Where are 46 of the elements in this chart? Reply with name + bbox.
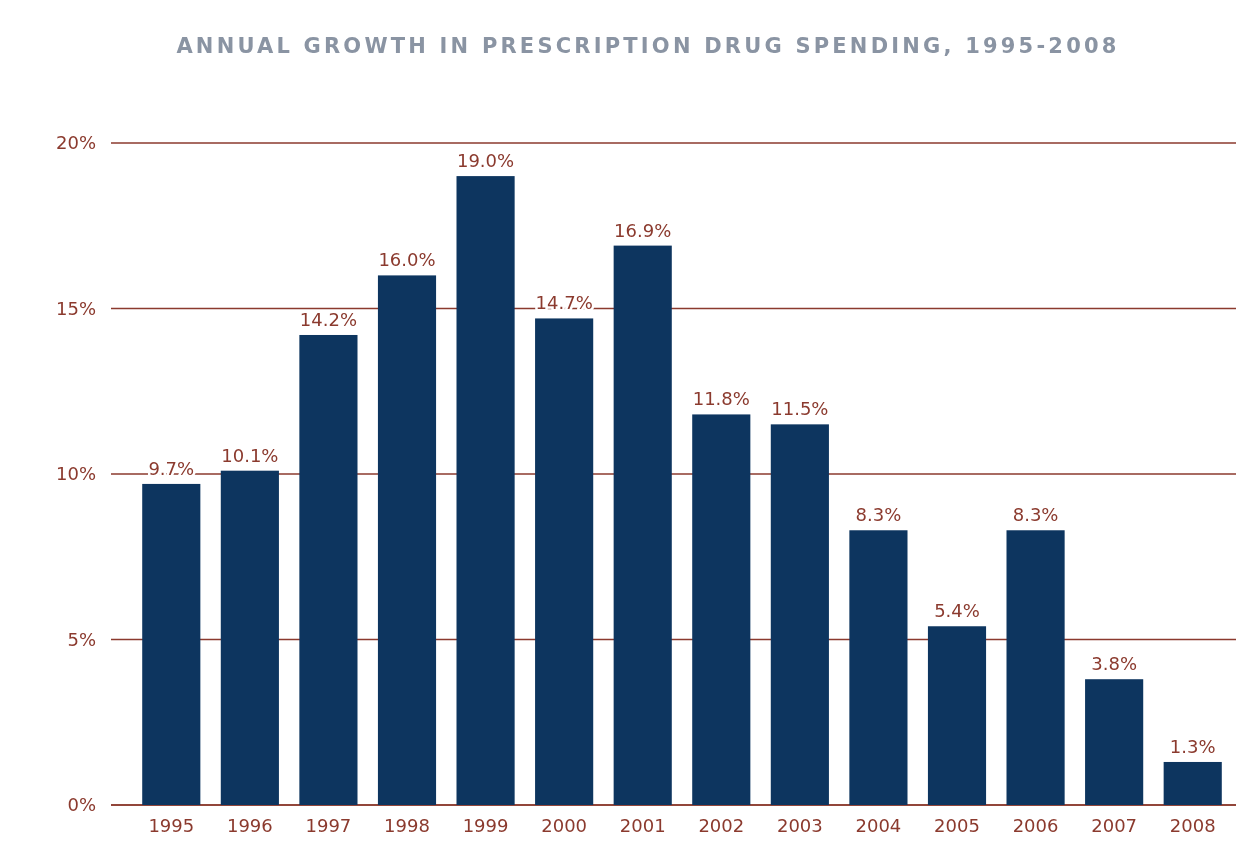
bar <box>1006 530 1065 805</box>
y-tick-label: 5% <box>67 628 96 650</box>
data-label: 16.0% <box>378 249 436 271</box>
x-tick-label: 2004 <box>855 815 902 836</box>
x-tick-label: 2000 <box>541 815 588 836</box>
data-label: 11.8% <box>692 388 750 410</box>
data-label: 19.0% <box>456 150 515 172</box>
bar <box>927 626 987 805</box>
bar <box>456 176 515 805</box>
x-tick-label: 1996 <box>226 815 273 836</box>
bar <box>692 414 751 805</box>
data-label: 5.4% <box>934 600 980 622</box>
data-label: 8.3% <box>1012 504 1059 526</box>
data-label: 16.9% <box>614 219 672 241</box>
x-tick-label: 2002 <box>698 815 745 836</box>
bar <box>535 318 594 805</box>
y-tick-label: 15% <box>55 297 96 319</box>
bar <box>613 245 672 805</box>
x-tick-label: 2008 <box>1169 815 1216 836</box>
bar <box>849 530 908 805</box>
data-label: 14.2% <box>299 308 358 330</box>
bar <box>220 470 279 805</box>
x-tick-label: 1999 <box>462 815 509 836</box>
x-tick-label: 2006 <box>1012 815 1059 836</box>
data-label: 1.3% <box>1169 735 1216 757</box>
bar <box>142 483 201 805</box>
chart-title: ANNUAL GROWTH IN PRESCRIPTION DRUG SPENDING, 1995-2008 <box>176 34 1120 58</box>
bar <box>770 424 829 805</box>
data-label: 3.8% <box>1091 653 1138 675</box>
x-tick-label: 2001 <box>619 815 666 836</box>
data-label: 10.1% <box>221 444 279 466</box>
x-tick-label: 2007 <box>1091 815 1138 836</box>
data-label: 8.3% <box>855 504 902 526</box>
x-tick-label: 1997 <box>305 815 352 836</box>
bar <box>299 334 358 805</box>
data-label: 11.5% <box>771 398 829 420</box>
x-tick-label: 1998 <box>384 815 430 836</box>
y-tick-label: 20% <box>55 132 96 154</box>
y-tick-label: 0% <box>67 794 96 816</box>
x-tick-label: 2003 <box>776 815 823 836</box>
y-tick-label: 10% <box>55 463 96 485</box>
x-tick-label: 2005 <box>934 815 980 836</box>
bar <box>1085 679 1144 805</box>
x-tick-label: 1995 <box>148 815 195 836</box>
bar <box>377 275 437 805</box>
bar <box>1163 761 1222 805</box>
